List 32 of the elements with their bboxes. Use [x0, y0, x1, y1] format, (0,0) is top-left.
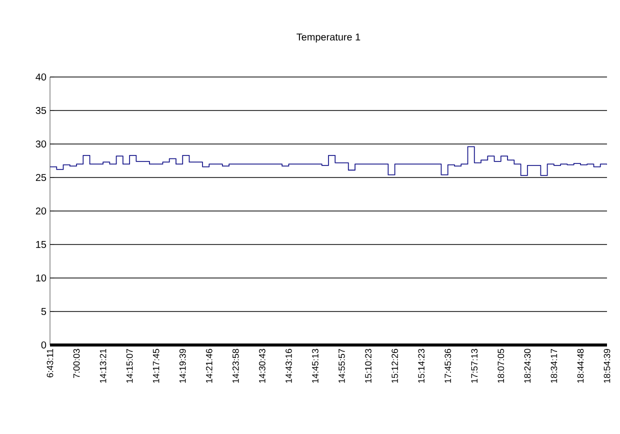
- x-tick-label: 14:45:13: [312, 348, 318, 383]
- x-tick-label: 18:34:17: [550, 348, 558, 383]
- x-tick-label: 14:17:45: [152, 348, 160, 383]
- x-tick-label: 17:45:36: [444, 348, 452, 383]
- y-tick-label: 30: [36, 140, 46, 148]
- x-tick-label: 14:13:21: [100, 348, 106, 383]
- x-tick-label: 18:07:05: [498, 348, 504, 383]
- y-tick-label: 0: [41, 341, 46, 349]
- y-tick-label: 15: [36, 241, 46, 248]
- x-tick-label: 18:54:39: [604, 348, 610, 383]
- x-tick-label: 14:23:58: [232, 348, 239, 383]
- x-tick-label: 15:12:26: [392, 348, 398, 383]
- x-tick-label: 17:57:13: [471, 348, 478, 383]
- x-tick-label: 18:24:30: [524, 348, 531, 383]
- y-tick-label: 25: [36, 174, 46, 182]
- x-tick-label: 14:19:39: [179, 348, 186, 383]
- x-tick-label: 14:43:16: [286, 348, 292, 383]
- x-tick-label: 14:21:46: [206, 348, 212, 383]
- x-tick-label: 18:44:48: [577, 348, 584, 383]
- chart-title: Temperature 1: [296, 34, 360, 42]
- y-tick-label: 35: [36, 106, 46, 114]
- x-tick-label: 14:15:07: [126, 348, 133, 383]
- y-tick-label: 40: [36, 73, 46, 81]
- x-tick-label: 6:43:11: [46, 348, 54, 378]
- x-tick-label: 14:55:57: [338, 348, 345, 383]
- x-tick-label: 14:30:43: [259, 348, 266, 383]
- x-tick-label: 15:10:23: [365, 348, 372, 383]
- x-tick-label: 7:00:03: [73, 348, 80, 378]
- x-tick-label: 15:14:23: [418, 348, 425, 383]
- y-tick-label: 10: [36, 274, 46, 282]
- y-tick-label: 5: [41, 308, 46, 315]
- y-tick-label: 20: [36, 207, 46, 215]
